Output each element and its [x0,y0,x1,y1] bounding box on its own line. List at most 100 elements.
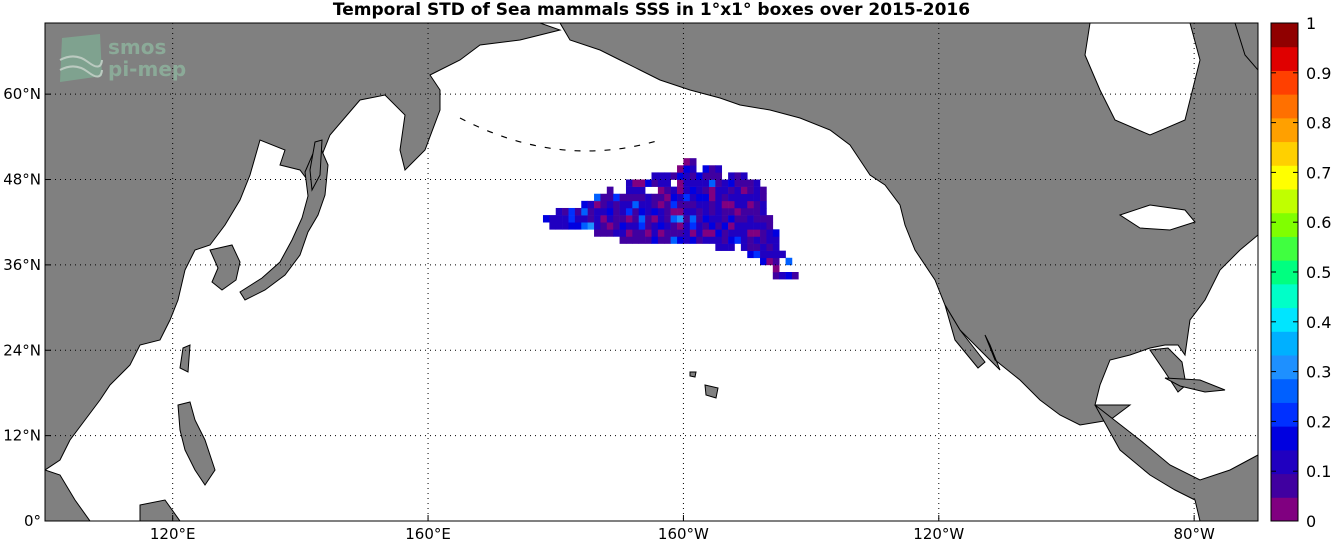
heatmap-cell [664,215,671,223]
heatmap-cell [721,236,729,244]
colorbar-segment [1271,165,1298,190]
land-layer [45,23,1258,521]
heatmap-cell [568,215,576,223]
heatmap-cell [740,172,748,180]
heatmap-cell [683,172,691,180]
heatmap-cell [760,207,767,216]
heatmap-cell [721,193,729,202]
y-tick-label: 24°N [3,341,41,359]
heatmap-cell [689,179,697,187]
heatmap-cell [696,222,703,230]
heatmap-cell [740,243,748,251]
heatmap-cell [600,222,608,230]
heatmap-cell [734,215,742,223]
heatmap-cell [708,186,716,195]
heatmap-cell [766,229,774,237]
x-tick-label: 120°E [150,525,196,543]
heatmap-cell [760,193,767,202]
heatmap-cell [760,222,767,230]
heatmap-cell [721,229,729,237]
colorbar-tick-label: 0 [1306,512,1316,531]
heatmap-cell [683,229,691,237]
heatmap-cell [625,229,633,237]
heatmap-cell [645,215,652,223]
y-tick-label: 12°N [3,427,41,445]
heatmap-cell [728,229,735,237]
heatmap-cell [747,207,754,216]
y-tick-label: 48°N [3,171,41,189]
heatmap-cell [638,179,646,187]
heatmap-cell [740,200,748,209]
heatmap-cell [734,236,742,244]
colorbar-tick-label: 0.8 [1306,114,1331,133]
heatmap-cell [728,186,735,195]
heatmap-cell [721,179,729,187]
y-axis: 0° 12°N 24°N 36°N 48°N 60°N [3,85,51,530]
heatmap-cell [651,236,659,244]
heatmap-cell [587,200,595,209]
heatmap-cell [651,207,659,216]
heatmap-cell [734,193,742,202]
heatmap-cell [664,222,671,230]
heatmap-cell [728,207,735,216]
heatmap-cell [657,193,665,202]
heatmap-cell [664,200,671,209]
land-taiwan [179,344,191,373]
heatmap-cell [708,165,716,173]
heatmap-cell [696,186,703,195]
colorbar-tick-label: 0.2 [1306,412,1331,431]
heatmap-cell [645,207,652,216]
x-tick-label: 120°W [913,525,964,543]
heatmap-cell [721,186,729,195]
heatmap-cell [606,200,614,209]
land-baja [944,304,986,369]
heatmap-cell [594,200,601,209]
heatmap-cell [657,200,665,209]
heatmap-cell [632,229,640,237]
x-axis: 120°E 160°E 160°W 120°W 80°W [150,515,1215,543]
plot-frame [44,22,1259,522]
heatmap-cell [638,229,646,237]
land-celebes [139,499,181,521]
heatmap-cell [734,179,742,187]
heatmap-cell [677,222,684,230]
heatmap-cell [747,200,754,209]
chart-title: Temporal STD of Sea mammals SSS in 1°x1°… [332,0,971,20]
heatmap-cell [760,236,767,244]
heatmap-cell [638,193,646,202]
heatmap-cell [613,222,620,230]
colorbar-segment [1271,189,1298,214]
std-heatmap-cells [542,158,799,280]
heatmap-cell [728,193,735,202]
heatmap-cell [625,186,633,195]
heatmap-cell [619,207,627,216]
heatmap-cell [779,272,786,280]
heatmap-cell [760,186,767,195]
heatmap-cell [702,193,710,202]
heatmap-cell [645,179,652,187]
heatmap-cell [670,193,678,202]
heatmap-cell [683,165,691,173]
heatmap-cell [753,200,761,209]
heatmap-cell [753,193,761,202]
lake-great-lakes [1118,204,1196,231]
heatmap-cell [683,179,691,187]
heatmap-cell [747,250,754,259]
heatmap-cell [740,179,748,187]
heatmap-cell [715,193,723,202]
heatmap-cell [702,207,710,216]
heatmap-cell [689,222,697,230]
colorbar-segment [1271,212,1298,237]
heatmap-cell [657,179,665,187]
colorbar-segment [1271,307,1298,332]
heatmap-cell [562,207,569,216]
heatmap-cell [613,207,620,216]
land-asia [45,23,562,471]
heatmap-cell [715,172,723,180]
heatmap-cell [683,222,691,230]
heatmap-cell [747,179,754,187]
smos-pi-mep-logo: smos pi-mep [59,34,186,82]
heatmap-cell [708,207,716,216]
heatmap-cell [753,186,761,195]
heatmap-cell [619,193,627,202]
